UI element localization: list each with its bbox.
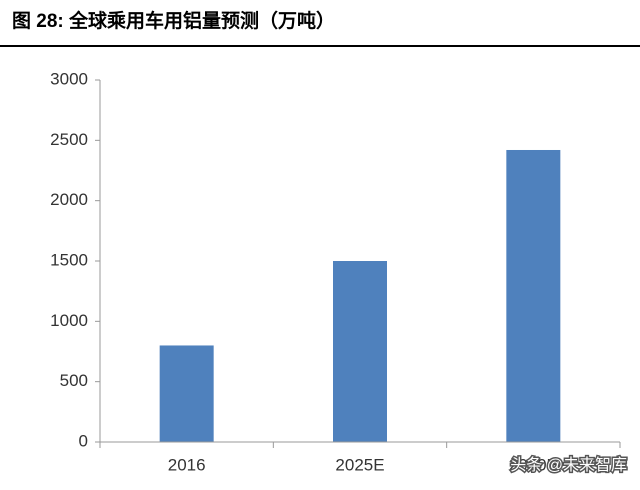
watermark: 头条 @未来智库: [510, 456, 627, 474]
x-tick-label: 2016: [168, 455, 206, 474]
y-tick-label: 3000: [50, 69, 88, 88]
y-tick-label: 500: [60, 371, 88, 390]
y-tick-label: 1000: [50, 311, 88, 330]
y-tick-label: 2000: [50, 190, 88, 209]
y-tick-label: 1500: [50, 250, 88, 269]
bar: [333, 261, 387, 442]
y-tick-label: 2500: [50, 130, 88, 149]
x-tick-label: 2025E: [335, 455, 384, 474]
bar: [159, 345, 214, 442]
x-tick-label: 2030E: [509, 455, 558, 474]
bar: [506, 149, 561, 442]
chart-title: 图 28: 全球乘用车用铝量预测（万吨）: [12, 9, 335, 32]
y-tick-label: 0: [79, 431, 88, 450]
